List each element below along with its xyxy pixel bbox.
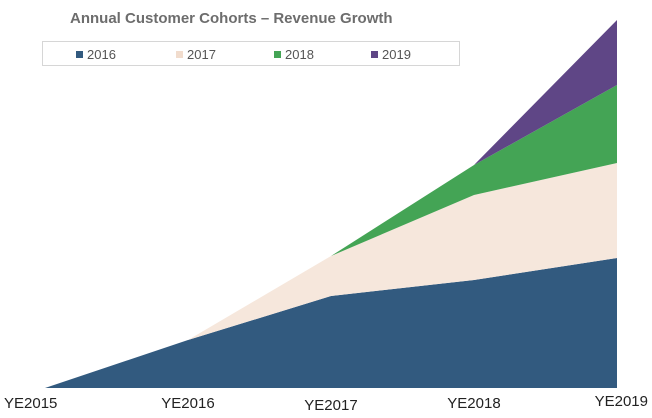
- x-tick-label: YE2015: [4, 395, 57, 412]
- legend: 2016 2017 2018 2019: [42, 41, 460, 66]
- chart-title: Annual Customer Cohorts – Revenue Growth: [70, 10, 393, 27]
- legend-label: 2019: [382, 47, 411, 62]
- legend-label: 2017: [187, 47, 216, 62]
- legend-item-2018: 2018: [274, 47, 314, 62]
- x-axis-ticks: YE2015 YE2016 YE2017 YE2018 YE2019: [4, 393, 648, 414]
- x-tick-label: YE2017: [304, 397, 357, 414]
- area-layers: [45, 20, 617, 388]
- legend-swatch-2016: [76, 51, 83, 58]
- legend-item-2016: 2016: [76, 47, 116, 62]
- x-tick-label: YE2016: [161, 395, 214, 412]
- legend-item-2019: 2019: [371, 47, 411, 62]
- area-series-2016: [45, 258, 617, 388]
- legend-swatch-2018: [274, 51, 281, 58]
- x-tick-label: YE2018: [447, 395, 500, 412]
- area-series-2017: [45, 163, 617, 388]
- legend-label: 2018: [285, 47, 314, 62]
- x-tick-label: YE2019: [595, 393, 648, 410]
- legend-swatch-2017: [176, 51, 183, 58]
- legend-swatch-2019: [371, 51, 378, 58]
- legend-item-2017: 2017: [176, 47, 216, 62]
- legend-label: 2016: [87, 47, 116, 62]
